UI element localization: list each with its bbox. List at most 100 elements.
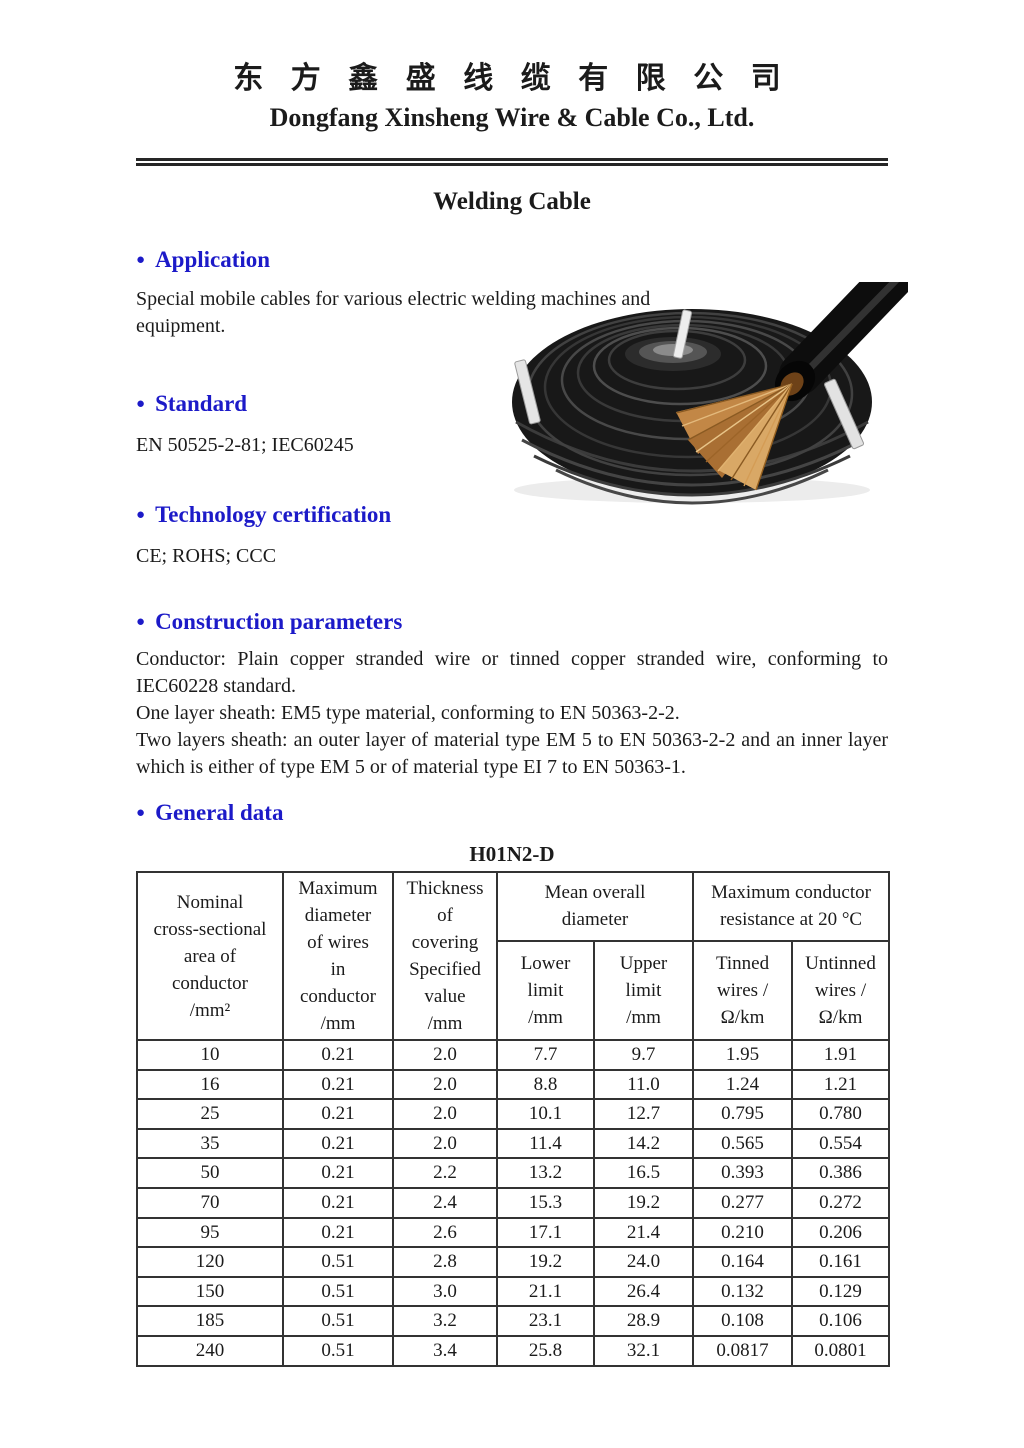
table-cell: 11.4 bbox=[496, 1127, 595, 1160]
table-cell: 0.21 bbox=[282, 1098, 394, 1130]
table-cell: 185 bbox=[136, 1305, 284, 1337]
company-name-en: Dongfang Xinsheng Wire & Cable Co., Ltd. bbox=[269, 103, 755, 132]
table-cell: 17.1 bbox=[496, 1216, 595, 1249]
table-cell: 0.554 bbox=[791, 1127, 891, 1160]
section-heading-general-data: ● General data bbox=[136, 799, 888, 827]
column-group-max-conductor-resistance: Maximum conductor resistance at 20 °C bbox=[692, 871, 891, 942]
table-cell: 0.51 bbox=[282, 1275, 394, 1308]
table-cell: 15.3 bbox=[496, 1186, 595, 1219]
section-heading-label: General data bbox=[155, 800, 284, 825]
column-group-mean-overall-diameter: Mean overall diameter bbox=[495, 871, 695, 942]
table-cell: 35 bbox=[136, 1127, 284, 1160]
table-row: 240 0.51 3.4 25.8 32.1 0.0817 0.0801 bbox=[136, 1334, 891, 1367]
table-cell: 95 bbox=[136, 1216, 284, 1249]
table-cell: 3.2 bbox=[392, 1305, 498, 1337]
column-header-lower-limit: Lower limit /mm bbox=[496, 939, 595, 1042]
table-cell: 9.7 bbox=[592, 1039, 695, 1071]
table-row: 70 0.21 2.4 15.3 19.2 0.277 0.272 bbox=[136, 1186, 891, 1219]
table-cell: 0.161 bbox=[791, 1246, 891, 1278]
welding-cable-coil-illustration bbox=[512, 282, 908, 505]
table-cell: 0.21 bbox=[282, 1068, 394, 1101]
table-cell: 2.0 bbox=[392, 1127, 498, 1160]
table-cell: 10 bbox=[136, 1039, 284, 1071]
column-header-untinned-wires: Untinned wires / Ω/km bbox=[791, 939, 891, 1042]
table-cell: 0.51 bbox=[282, 1246, 394, 1278]
table-cell: 2.6 bbox=[392, 1216, 498, 1249]
table-cell: 16.5 bbox=[592, 1157, 695, 1189]
bullet-icon: ● bbox=[136, 396, 146, 412]
table-row: 50 0.21 2.2 13.2 16.5 0.393 0.386 bbox=[136, 1157, 891, 1189]
table-cell: 21.1 bbox=[496, 1275, 595, 1308]
column-header-tinned-wires: Tinned wires / Ω/km bbox=[692, 939, 794, 1042]
section-heading-standard: ● Standard bbox=[136, 390, 888, 418]
header-divider bbox=[136, 158, 888, 166]
table-cell: 11.0 bbox=[592, 1068, 695, 1101]
table-cell: 16 bbox=[136, 1068, 284, 1101]
table-title: H01N2-D bbox=[469, 842, 555, 866]
table-cell: 0.21 bbox=[282, 1039, 394, 1071]
column-header-max-wire-diameter: Maximum diameter of wires in conductor /… bbox=[282, 871, 394, 1041]
welding-cable-coil-photo bbox=[500, 282, 908, 510]
spec-table-header: Nominal cross-sectional area of conducto… bbox=[136, 871, 891, 1042]
table-cell: 0.386 bbox=[791, 1157, 891, 1189]
table-row: 35 0.21 2.0 11.4 14.2 0.565 0.554 bbox=[136, 1127, 891, 1160]
column-header-upper-limit: Upper limit /mm bbox=[592, 939, 695, 1042]
table-cell: 0.21 bbox=[282, 1216, 394, 1249]
table-cell: 14.2 bbox=[592, 1127, 695, 1160]
table-subheader-row: Lower limit /mm Upper limit /mm Tinned w… bbox=[137, 939, 891, 1042]
copper-strands bbox=[675, 383, 793, 491]
table-cell: 0.21 bbox=[282, 1157, 394, 1189]
section-heading-application: ● Application bbox=[136, 246, 888, 274]
section-heading-label: Application bbox=[155, 247, 271, 272]
table-cell: 0.51 bbox=[282, 1334, 394, 1367]
strap-left bbox=[514, 359, 541, 425]
table-cell: 1.21 bbox=[791, 1068, 891, 1101]
table-row: 95 0.21 2.6 17.1 21.4 0.210 0.206 bbox=[136, 1216, 891, 1249]
table-cell: 0.277 bbox=[692, 1186, 794, 1219]
table-cell: 240 bbox=[136, 1334, 284, 1367]
section-heading-construction: ● Construction parameters bbox=[136, 608, 888, 636]
bullet-icon: ● bbox=[136, 507, 146, 523]
spec-table: Nominal cross-sectional area of conducto… bbox=[136, 871, 891, 1367]
table-cell: 13.2 bbox=[496, 1157, 595, 1189]
table-cell: 8.8 bbox=[496, 1068, 595, 1101]
column-header-covering-thickness: Thickness of covering Specified value /m… bbox=[392, 871, 498, 1041]
table-row: 10 0.21 2.0 7.7 9.7 1.95 1.91 bbox=[136, 1039, 891, 1071]
section-heading-certification: ● Technology certification bbox=[136, 501, 888, 529]
table-cell: 0.206 bbox=[791, 1216, 891, 1249]
table-cell: 0.0817 bbox=[692, 1334, 794, 1367]
table-cell: 3.4 bbox=[392, 1334, 498, 1367]
table-cell: 7.7 bbox=[496, 1039, 595, 1071]
company-name-zh: 东 方 鑫 盛 线 缆 有 限 公 司 bbox=[233, 62, 791, 95]
table-cell: 0.780 bbox=[791, 1098, 891, 1130]
table-cell: 32.1 bbox=[592, 1334, 695, 1367]
table-row: 185 0.51 3.2 23.1 28.9 0.108 0.106 bbox=[136, 1305, 891, 1337]
strap-top bbox=[672, 309, 693, 359]
table-cell: 19.2 bbox=[496, 1246, 595, 1278]
table-cell: 10.1 bbox=[496, 1098, 595, 1130]
section-heading-label: Technology certification bbox=[155, 502, 392, 527]
page-title: Welding Cable bbox=[433, 188, 591, 215]
table-cell: 1.91 bbox=[791, 1039, 891, 1071]
table-cell: 0.108 bbox=[692, 1305, 794, 1337]
spec-table-body: 10 0.21 2.0 7.7 9.7 1.95 1.91 16 0.21 2.0 8.8 11.0 1… bbox=[136, 1039, 891, 1367]
table-cell: 0.21 bbox=[282, 1186, 394, 1219]
table-cell: 24.0 bbox=[592, 1246, 695, 1278]
table-cell: 0.272 bbox=[791, 1186, 891, 1219]
table-cell: 0.795 bbox=[692, 1098, 794, 1130]
table-cell: 2.8 bbox=[392, 1246, 498, 1278]
table-cell: 26.4 bbox=[592, 1275, 695, 1308]
table-cell: 0.132 bbox=[692, 1275, 794, 1308]
table-row: 16 0.21 2.0 8.8 11.0 1.24 1.21 bbox=[136, 1068, 891, 1101]
table-cell: 1.95 bbox=[692, 1039, 794, 1071]
table-cell: 0.393 bbox=[692, 1157, 794, 1189]
table-cell: 2.0 bbox=[392, 1039, 498, 1071]
section-heading-label: Construction parameters bbox=[155, 609, 403, 634]
table-cell: 21.4 bbox=[592, 1216, 695, 1249]
strap-right bbox=[824, 378, 864, 450]
table-cell: 0.565 bbox=[692, 1127, 794, 1160]
table-cell: 150 bbox=[136, 1275, 284, 1308]
table-cell: 70 bbox=[136, 1186, 284, 1219]
table-row: 25 0.21 2.0 10.1 12.7 0.795 0.780 bbox=[136, 1098, 891, 1130]
